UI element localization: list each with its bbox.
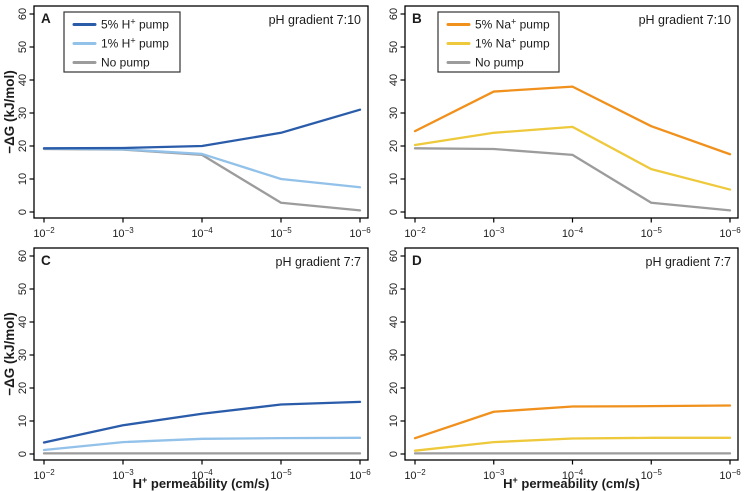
y-tick-label: 60: [17, 250, 29, 262]
y-tick-label: 20: [388, 140, 400, 152]
y-tick-label: 0: [17, 451, 29, 457]
y-tick-label: 10: [388, 173, 400, 185]
y-tick-label: 10: [388, 415, 400, 427]
legend-label: 1% Na+ pump: [475, 36, 550, 51]
legend-label: 5% H+ pump: [101, 17, 169, 32]
y-tick-label: 50: [17, 41, 29, 53]
x-tick-label: 10−5: [270, 468, 292, 482]
y-tick-label: 40: [388, 74, 400, 86]
y-tick-label: 50: [17, 283, 29, 295]
y-tick-label: 30: [17, 107, 29, 119]
legend-A: 5% H+ pump 1% H+ pump No pump: [63, 11, 181, 73]
x-tick-label: 10−6: [719, 226, 741, 240]
y-tick-label: 20: [388, 382, 400, 394]
panel-letter-B: B: [412, 11, 422, 26]
panel-title-D: pH gradient 7:7: [646, 255, 732, 269]
x-tick-label: 10−4: [191, 226, 213, 240]
panel-B-frame: [404, 5, 739, 219]
x-tick-label: 10−5: [641, 226, 663, 240]
x-tick-label: 10−3: [483, 468, 505, 482]
y-tick-label: 0: [17, 209, 29, 215]
x-tick-label: 10−4: [562, 468, 584, 482]
panel-title-A: pH gradient 7:10: [269, 13, 361, 27]
x-tick-label: 10−2: [404, 468, 426, 482]
y-tick-label: 40: [17, 74, 29, 86]
y-tick-label: 30: [388, 107, 400, 119]
y-tick-label: 0: [388, 451, 400, 457]
panel-D-frame: [404, 247, 739, 461]
series-line-no-pump: [413, 147, 732, 212]
x-tick-label: 10−3: [483, 226, 505, 240]
x-axis-title: H+ permeability (cm/s): [503, 475, 640, 491]
panel-letter-D: D: [412, 253, 422, 268]
y-tick-label: 10: [17, 415, 29, 427]
series-line-no-pump: [42, 147, 362, 212]
y-tick-label: 20: [17, 140, 29, 152]
y-axis-title: −ΔG (kJ/mol): [2, 70, 17, 154]
panel-D: 0 10 20 30 40 50 60 10−2 10−3 10−4 10−5 10−6 D pH gra…: [388, 247, 741, 482]
series-line-1-h-pump: [42, 147, 362, 189]
legend-label: 1% H+ pump: [101, 36, 169, 51]
x-tick-label: 10−2: [404, 226, 426, 240]
legend-label: 5% Na+ pump: [475, 17, 550, 32]
x-tick-label: 10−3: [112, 468, 134, 482]
y-tick-label: 30: [388, 349, 400, 361]
x-tick-label: 10−5: [641, 468, 663, 482]
series-line-1-h-pump: [42, 436, 362, 452]
x-tick-label: 10−5: [270, 226, 292, 240]
x-tick-label: 10−2: [33, 468, 55, 482]
y-tick-label: 50: [388, 283, 400, 295]
x-tick-label: 10−4: [562, 226, 584, 240]
y-tick-label: 40: [388, 316, 400, 328]
panel-B: 0 10 20 30 40 50 60 10−2 10−3 10−4 10−5 10−6 B pH gra…: [388, 5, 741, 240]
y-tick-label: 60: [388, 250, 400, 262]
legend-B: 5% Na+ pump 1% Na+ pump No pump: [437, 11, 560, 73]
y-tick-label: 10: [17, 173, 29, 185]
x-tick-label: 10−4: [191, 468, 213, 482]
x-tick-label: 10−3: [112, 226, 134, 240]
panel-A: 0 10 20 30 40 50 60 10−2 10−3 10−4 10−5 10−6 A pH gra…: [17, 5, 371, 240]
series-line-5-h-pump: [42, 108, 362, 150]
y-tick-label: 40: [17, 316, 29, 328]
series-line-5-na-pump: [413, 404, 732, 440]
panel-title-C: pH gradient 7:7: [276, 255, 362, 269]
series-line-5-na-pump: [413, 85, 732, 156]
x-tick-label: 10−6: [349, 226, 371, 240]
series-line-5-h-pump: [42, 400, 362, 444]
y-tick-label: 0: [388, 209, 400, 215]
legend-label: No pump: [475, 56, 524, 70]
series-line-1-na-pump: [413, 125, 732, 191]
panel-C: 0 10 20 30 40 50 60 10−2 10−3 10−4 10−5 10−6 C pH gra…: [17, 247, 371, 482]
y-tick-label: 30: [17, 349, 29, 361]
series-line-1-na-pump: [413, 436, 732, 452]
y-tick-label: 60: [388, 8, 400, 20]
panel-A-frame: [33, 5, 369, 219]
x-tick-label: 10−2: [33, 226, 55, 240]
y-tick-label: 60: [17, 8, 29, 20]
x-axis-title: H+ permeability (cm/s): [133, 475, 270, 491]
x-tick-label: 10−6: [719, 468, 741, 482]
y-tick-label: 50: [388, 41, 400, 53]
legend-label: No pump: [101, 56, 150, 70]
panel-letter-C: C: [41, 253, 51, 268]
y-axis-title: −ΔG (kJ/mol): [2, 312, 17, 396]
panel-title-B: pH gradient 7:10: [639, 13, 731, 27]
panel-C-frame: [33, 247, 369, 461]
x-tick-label: 10−6: [349, 468, 371, 482]
panel-letter-A: A: [41, 11, 51, 26]
y-tick-label: 20: [17, 382, 29, 394]
